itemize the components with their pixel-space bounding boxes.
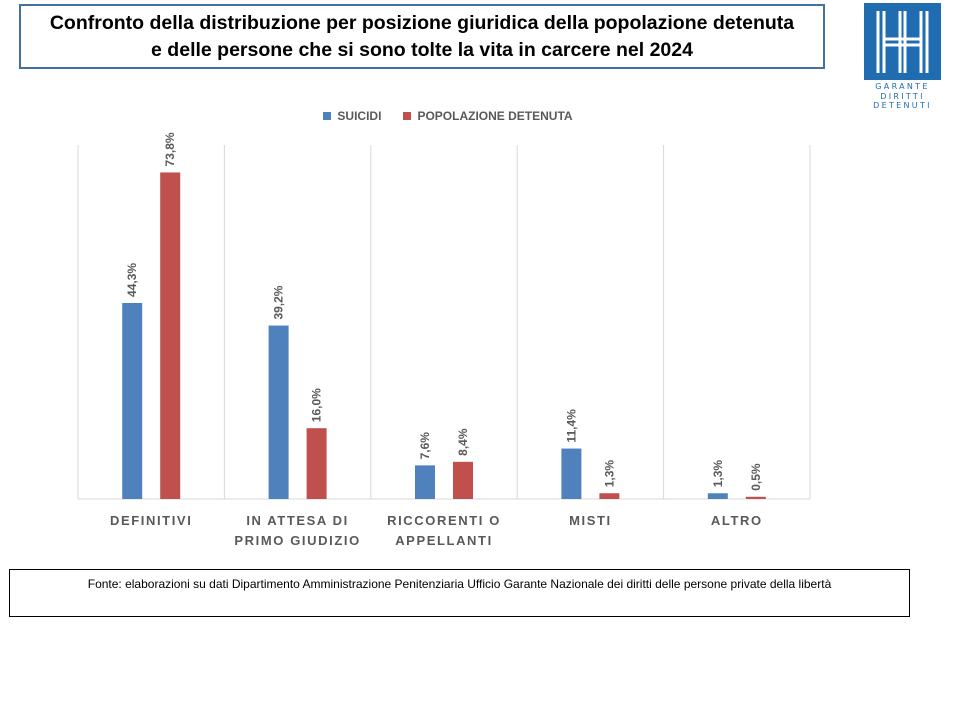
- data-label: 44,3%: [125, 263, 139, 297]
- data-label: 1,3%: [711, 460, 725, 488]
- bar-popolazione: [599, 493, 620, 499]
- logo-line: DIRITTI: [880, 91, 925, 101]
- bar-suicidi: [561, 448, 582, 499]
- data-label: 7,6%: [418, 432, 432, 460]
- bar-suicidi: [415, 465, 435, 499]
- data-label: 16,0%: [310, 388, 324, 422]
- logo-line: DETENUTI: [873, 101, 932, 110]
- bar-popolazione: [453, 461, 473, 499]
- garante-logo: GARANTE DIRITTI DETENUTI: [864, 3, 941, 111]
- category-label: ALTRO: [711, 513, 763, 528]
- category-label: MISTI: [569, 513, 612, 528]
- category-label: PRIMO GIUDIZIO: [234, 533, 360, 548]
- data-label: 8,4%: [456, 428, 470, 456]
- bar-suicidi: [122, 302, 143, 499]
- data-label: 73,8%: [163, 132, 177, 166]
- legend-label-suicidi: SUICIDI: [337, 109, 382, 123]
- data-label: 39,2%: [272, 285, 286, 319]
- chart-title: Confronto della distribuzione per posizi…: [49, 11, 795, 61]
- garante-logo-mark: [864, 3, 941, 80]
- chart-legend: SUICIDI POPOLAZIONE DETENUTA: [0, 107, 928, 125]
- legend-swatch-suicidi: [323, 112, 332, 120]
- logo-line: GARANTE: [875, 82, 930, 91]
- title-box: Confronto della distribuzione per posizi…: [19, 4, 825, 69]
- category-label: APPELLANTI: [395, 533, 493, 548]
- bar-chart: 44,3% 73,8% DEFINITIVI 39,2% 16,0% IN ATTESA …: [77, 132, 811, 548]
- garante-logo-text: GARANTE DIRITTI DETENUTI: [864, 82, 941, 111]
- bar-suicidi: [707, 493, 728, 499]
- bar-popolazione: [745, 496, 766, 499]
- data-label: 0,5%: [749, 463, 763, 491]
- legend-swatch-popolazione: [403, 112, 412, 120]
- data-label: 11,4%: [564, 409, 578, 443]
- bar-popolazione: [160, 172, 181, 499]
- bar-popolazione: [306, 428, 327, 499]
- data-label: 1,3%: [602, 460, 616, 488]
- category-label: RICCORENTI O: [387, 513, 501, 528]
- legend-label-popolazione: POPOLAZIONE DETENUTA: [417, 109, 573, 123]
- category-label: DEFINITIVI: [110, 513, 192, 528]
- bar-suicidi: [268, 325, 289, 499]
- legend-item-popolazione: POPOLAZIONE DETENUTA: [403, 109, 573, 123]
- legend-item-suicidi: SUICIDI: [323, 109, 381, 123]
- source-note: Fonte: elaborazioni su dati Dipartimento…: [9, 569, 910, 617]
- category-label: IN ATTESA DI: [246, 513, 349, 528]
